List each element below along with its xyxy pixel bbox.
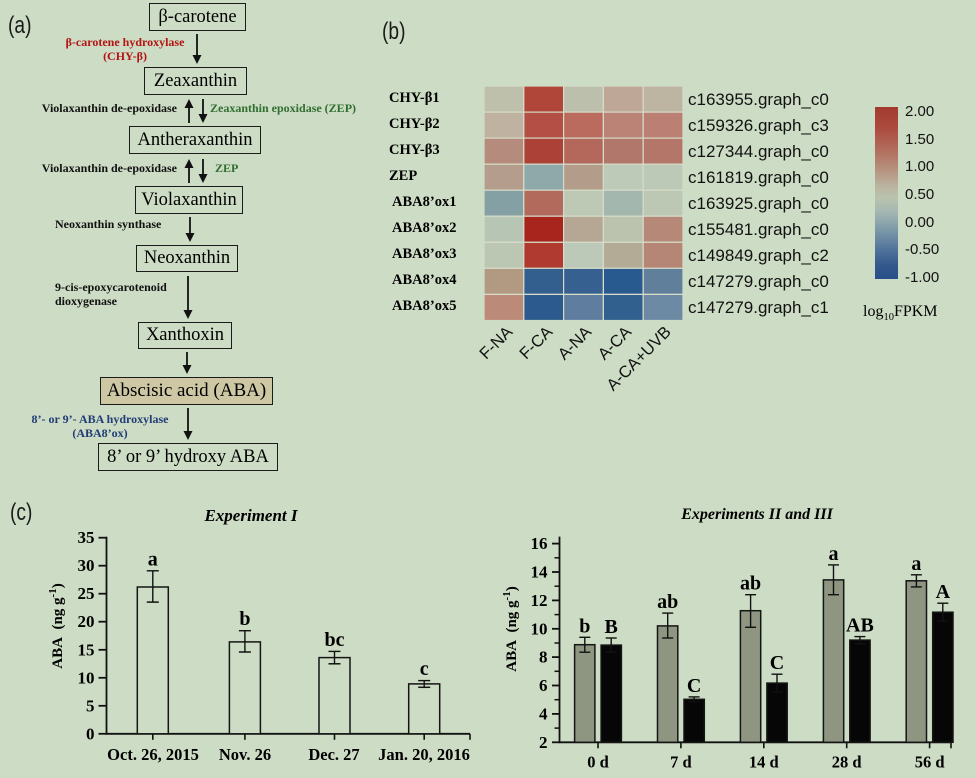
svg-text:bc: bc [325, 629, 345, 651]
svg-text:7 d: 7 d [670, 752, 692, 771]
svg-text:35: 35 [78, 528, 95, 547]
svg-text:AB: AB [846, 615, 874, 637]
svg-text:B: B [605, 616, 618, 638]
svg-text:28 d: 28 d [832, 752, 862, 771]
svg-text:C: C [687, 675, 701, 697]
svg-text:C: C [770, 652, 784, 674]
svg-text:30: 30 [78, 556, 95, 575]
svg-text:0: 0 [86, 724, 95, 743]
svg-text:14 d: 14 d [749, 752, 779, 771]
svg-text:a: a [829, 543, 839, 565]
svg-text:12: 12 [531, 591, 548, 610]
svg-text:b: b [579, 615, 590, 637]
svg-text:6: 6 [539, 676, 548, 695]
svg-text:a: a [911, 553, 921, 575]
svg-text:a: a [148, 548, 158, 570]
svg-text:4: 4 [539, 704, 548, 723]
svg-text:10: 10 [531, 619, 548, 638]
svg-text:0 d: 0 d [587, 752, 609, 771]
svg-text:10: 10 [78, 668, 95, 687]
svg-text:A: A [936, 581, 951, 603]
svg-text:15: 15 [78, 640, 95, 659]
svg-text:ab: ab [657, 591, 678, 613]
svg-text:8: 8 [539, 648, 548, 667]
svg-text:c: c [420, 658, 429, 680]
svg-text:20: 20 [78, 612, 95, 631]
svg-text:ab: ab [740, 573, 761, 595]
svg-text:5: 5 [86, 696, 95, 715]
svg-text:16: 16 [531, 534, 548, 553]
svg-text:56 d: 56 d [915, 752, 945, 771]
svg-text:b: b [239, 608, 250, 630]
svg-text:2: 2 [539, 733, 548, 752]
svg-text:14: 14 [531, 563, 549, 582]
svg-text:25: 25 [78, 584, 95, 603]
